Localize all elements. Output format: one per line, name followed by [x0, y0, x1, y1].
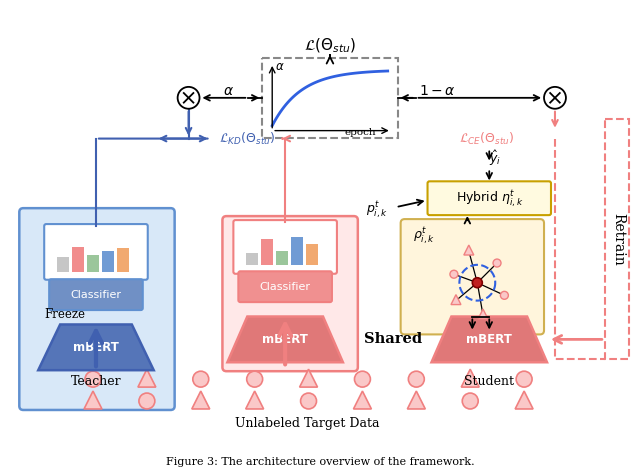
Text: Shared: Shared: [364, 333, 422, 346]
Bar: [117, 248, 129, 272]
Bar: [291, 237, 303, 265]
Text: $\mathcal{L}(\Theta_{stu})$: $\mathcal{L}(\Theta_{stu})$: [304, 37, 356, 55]
Bar: [102, 251, 114, 272]
Text: epoch: epoch: [344, 128, 376, 137]
Circle shape: [493, 259, 501, 267]
Bar: [57, 258, 69, 272]
Bar: [246, 253, 259, 265]
Bar: [72, 247, 84, 272]
Circle shape: [472, 278, 483, 288]
Circle shape: [516, 371, 532, 387]
Text: $\alpha$: $\alpha$: [275, 60, 285, 73]
Polygon shape: [246, 391, 264, 409]
FancyBboxPatch shape: [401, 219, 544, 334]
Bar: [261, 239, 273, 265]
Circle shape: [450, 270, 458, 278]
Text: Hybrid $\eta^t_{i,k}$: Hybrid $\eta^t_{i,k}$: [456, 188, 523, 209]
Polygon shape: [431, 317, 547, 362]
Polygon shape: [478, 309, 488, 319]
FancyBboxPatch shape: [19, 208, 175, 410]
Circle shape: [355, 371, 371, 387]
FancyBboxPatch shape: [234, 220, 337, 274]
Circle shape: [246, 371, 262, 387]
Text: Student: Student: [464, 374, 515, 388]
Text: Freeze: Freeze: [44, 308, 85, 321]
Text: $\mathcal{L}_{KD}(\Theta_{stu})$: $\mathcal{L}_{KD}(\Theta_{stu})$: [220, 130, 275, 146]
FancyBboxPatch shape: [238, 271, 332, 302]
Text: mBERT: mBERT: [262, 333, 308, 346]
Polygon shape: [515, 391, 533, 409]
Circle shape: [544, 87, 566, 109]
Text: $\alpha$: $\alpha$: [223, 84, 234, 98]
Polygon shape: [408, 391, 426, 409]
Circle shape: [500, 292, 508, 299]
Polygon shape: [353, 391, 371, 409]
FancyBboxPatch shape: [44, 224, 148, 280]
Circle shape: [139, 393, 155, 409]
Polygon shape: [461, 369, 479, 387]
Text: Retrain: Retrain: [612, 212, 626, 265]
Text: $1-\alpha$: $1-\alpha$: [419, 84, 456, 98]
Bar: [605, 119, 628, 359]
Text: Classifier: Classifier: [70, 290, 122, 300]
Polygon shape: [451, 295, 461, 305]
Polygon shape: [38, 325, 154, 370]
Circle shape: [301, 393, 317, 409]
Bar: [262, 58, 397, 138]
Text: Classifier: Classifier: [260, 282, 310, 292]
Text: $p^t_{i,k}$: $p^t_{i,k}$: [365, 200, 388, 220]
Bar: [87, 255, 99, 272]
Text: Unlabeled Target Data: Unlabeled Target Data: [235, 417, 380, 430]
Text: $\mathcal{L}_{CE}(\Theta_{stu})$: $\mathcal{L}_{CE}(\Theta_{stu})$: [459, 130, 514, 146]
Text: mBERT: mBERT: [73, 341, 119, 354]
FancyBboxPatch shape: [428, 181, 551, 215]
Circle shape: [85, 371, 101, 387]
Text: Teacher: Teacher: [70, 374, 122, 388]
Circle shape: [462, 393, 478, 409]
Text: $\hat{y}_i$: $\hat{y}_i$: [489, 149, 501, 168]
Circle shape: [178, 87, 200, 109]
Polygon shape: [300, 369, 317, 387]
Bar: [306, 244, 318, 265]
Bar: [276, 251, 288, 265]
FancyBboxPatch shape: [223, 216, 358, 371]
Text: $\rho^t_{i,k}$: $\rho^t_{i,k}$: [413, 226, 435, 246]
Polygon shape: [138, 369, 156, 387]
Circle shape: [193, 371, 209, 387]
Polygon shape: [227, 317, 343, 362]
Polygon shape: [464, 245, 474, 255]
Polygon shape: [84, 391, 102, 409]
Text: mBERT: mBERT: [467, 333, 512, 346]
Circle shape: [408, 371, 424, 387]
Polygon shape: [192, 391, 210, 409]
FancyBboxPatch shape: [49, 279, 143, 310]
Text: Figure 3: The architecture overview of the framework.: Figure 3: The architecture overview of t…: [166, 457, 474, 467]
